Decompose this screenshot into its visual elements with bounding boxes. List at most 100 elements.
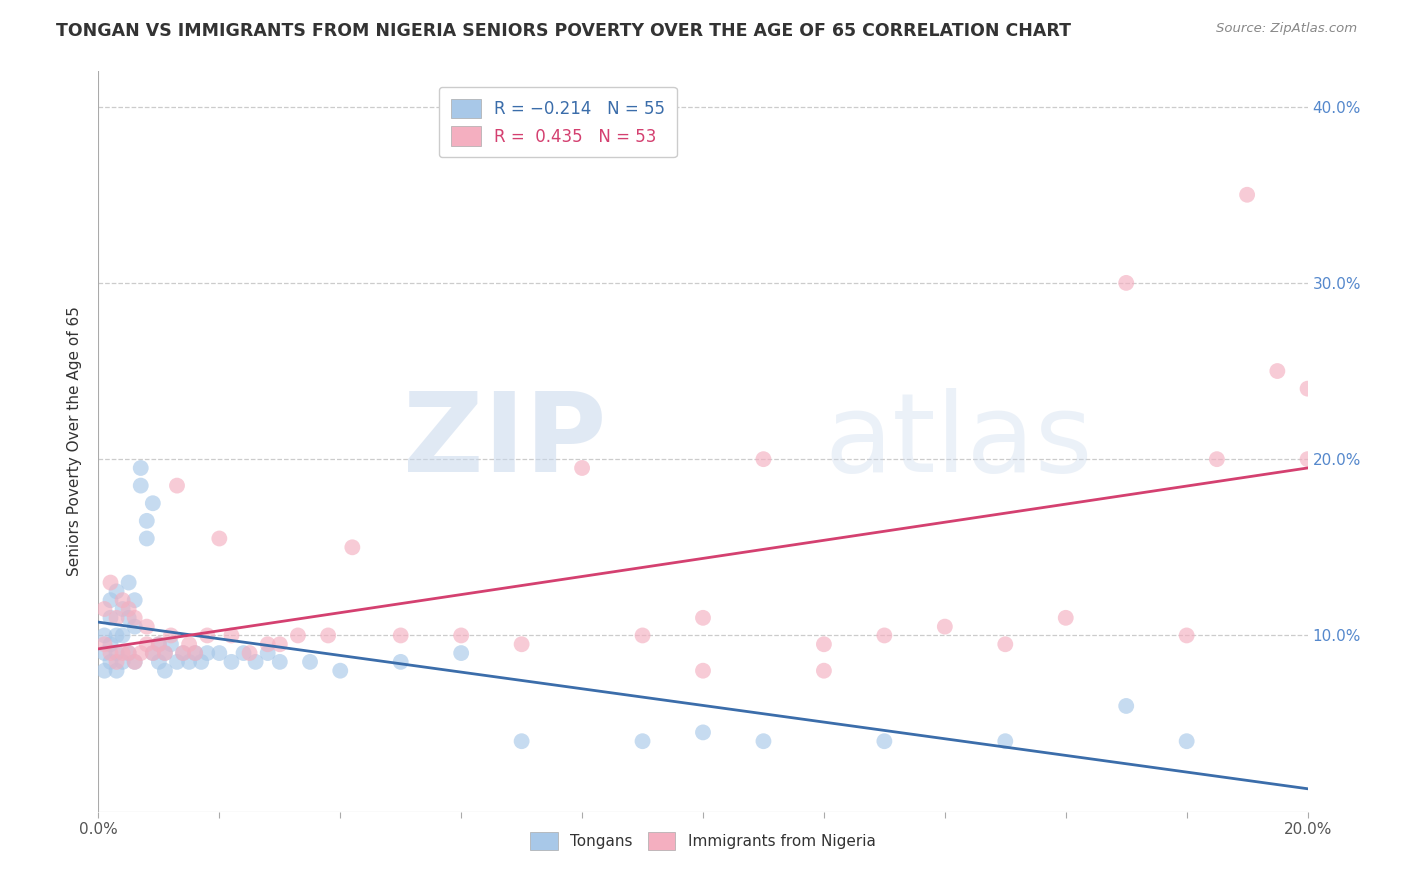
Point bbox=[105, 584, 128, 599]
Point bbox=[269, 655, 291, 669]
Point bbox=[135, 619, 157, 633]
Point bbox=[105, 655, 128, 669]
Point bbox=[105, 646, 128, 660]
Point bbox=[190, 655, 212, 669]
Point bbox=[93, 664, 115, 678]
Point bbox=[692, 664, 714, 678]
Point bbox=[221, 655, 243, 669]
Point bbox=[1115, 276, 1137, 290]
Point bbox=[105, 628, 128, 642]
Point bbox=[994, 637, 1017, 651]
Point bbox=[172, 646, 194, 660]
Point bbox=[1236, 187, 1258, 202]
Point bbox=[752, 734, 775, 748]
Point bbox=[1115, 698, 1137, 713]
Point bbox=[160, 628, 183, 642]
Point bbox=[129, 461, 152, 475]
Point bbox=[389, 655, 412, 669]
Point bbox=[1175, 628, 1198, 642]
Point bbox=[93, 646, 115, 660]
Point bbox=[142, 646, 165, 660]
Point bbox=[256, 646, 278, 660]
Point bbox=[873, 734, 896, 748]
Point bbox=[111, 646, 134, 660]
Point bbox=[100, 637, 122, 651]
Point bbox=[571, 461, 593, 475]
Point bbox=[100, 611, 122, 625]
Point bbox=[166, 655, 188, 669]
Text: atlas: atlas bbox=[824, 388, 1092, 495]
Point bbox=[316, 628, 339, 642]
Point bbox=[172, 646, 194, 660]
Point bbox=[118, 575, 141, 590]
Point bbox=[631, 734, 654, 748]
Point bbox=[208, 532, 231, 546]
Point bbox=[287, 628, 309, 642]
Point bbox=[631, 628, 654, 642]
Point bbox=[184, 646, 207, 660]
Point bbox=[111, 593, 134, 607]
Point bbox=[118, 646, 141, 660]
Point bbox=[148, 637, 170, 651]
Point bbox=[148, 637, 170, 651]
Point bbox=[148, 655, 170, 669]
Point bbox=[142, 496, 165, 510]
Point bbox=[1054, 611, 1077, 625]
Point bbox=[100, 646, 122, 660]
Point bbox=[124, 655, 146, 669]
Point bbox=[692, 725, 714, 739]
Point bbox=[1296, 452, 1319, 467]
Point bbox=[510, 637, 533, 651]
Point bbox=[994, 734, 1017, 748]
Point bbox=[329, 664, 352, 678]
Text: TONGAN VS IMMIGRANTS FROM NIGERIA SENIORS POVERTY OVER THE AGE OF 65 CORRELATION: TONGAN VS IMMIGRANTS FROM NIGERIA SENIOR… bbox=[56, 22, 1071, 40]
Point bbox=[124, 593, 146, 607]
Point bbox=[111, 628, 134, 642]
Point bbox=[124, 619, 146, 633]
Point bbox=[142, 646, 165, 660]
Point bbox=[934, 619, 956, 633]
Point bbox=[129, 646, 152, 660]
Point bbox=[105, 664, 128, 678]
Point bbox=[1296, 382, 1319, 396]
Point bbox=[118, 646, 141, 660]
Point bbox=[153, 646, 176, 660]
Point bbox=[118, 611, 141, 625]
Text: Source: ZipAtlas.com: Source: ZipAtlas.com bbox=[1216, 22, 1357, 36]
Point bbox=[873, 628, 896, 642]
Point bbox=[93, 602, 115, 616]
Point bbox=[208, 646, 231, 660]
Point bbox=[245, 655, 267, 669]
Point bbox=[752, 452, 775, 467]
Point bbox=[299, 655, 322, 669]
Point bbox=[135, 532, 157, 546]
Point bbox=[153, 646, 176, 660]
Point bbox=[184, 646, 207, 660]
Point bbox=[135, 514, 157, 528]
Point bbox=[1267, 364, 1289, 378]
Point bbox=[124, 611, 146, 625]
Point bbox=[510, 734, 533, 748]
Point bbox=[1175, 734, 1198, 748]
Point bbox=[135, 637, 157, 651]
Point bbox=[124, 655, 146, 669]
Point bbox=[232, 646, 254, 660]
Point bbox=[195, 646, 218, 660]
Point bbox=[450, 646, 472, 660]
Point bbox=[93, 637, 115, 651]
Point bbox=[813, 664, 835, 678]
Point bbox=[179, 637, 201, 651]
Point bbox=[166, 478, 188, 492]
Point bbox=[269, 637, 291, 651]
Point bbox=[450, 628, 472, 642]
Point bbox=[160, 637, 183, 651]
Text: ZIP: ZIP bbox=[404, 388, 606, 495]
Point bbox=[195, 628, 218, 642]
Point bbox=[692, 611, 714, 625]
Point bbox=[100, 655, 122, 669]
Point bbox=[342, 541, 364, 555]
Point bbox=[256, 637, 278, 651]
Point bbox=[105, 611, 128, 625]
Point bbox=[153, 664, 176, 678]
Point bbox=[111, 602, 134, 616]
